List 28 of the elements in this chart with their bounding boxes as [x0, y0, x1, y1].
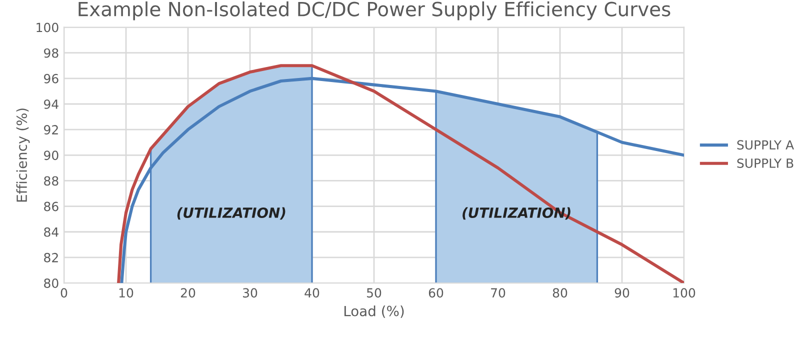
y-tick-label: 80 — [44, 278, 58, 288]
y-axis-title: Efficiency (%) — [16, 108, 30, 202]
chart-title: Example Non-Isolated DC/DC Power Supply Efficiency Curves — [78, 1, 670, 20]
x-tick-label: 0 — [60, 288, 68, 298]
x-tick-label: 60 — [428, 288, 444, 298]
annotation: (UTILIZATION) — [177, 207, 286, 220]
x-tick-label: 50 — [367, 288, 382, 298]
y-tick-label: 90 — [44, 150, 58, 160]
x-tick-label: 40 — [304, 288, 320, 298]
y-tick-label: 84 — [44, 227, 58, 237]
y-tick-label: 82 — [44, 252, 58, 262]
y-tick-label: 100 — [36, 22, 58, 32]
x-tick-label: 10 — [119, 288, 134, 298]
y-tick-label: 98 — [44, 48, 58, 58]
x-tick-label: 30 — [243, 288, 258, 298]
x-tick-label: 100 — [673, 288, 696, 298]
y-tick-label: 92 — [44, 125, 58, 135]
y-tick-label: 96 — [44, 74, 58, 84]
legend-label: SUPPLY A — [737, 140, 794, 150]
x-tick-label: 70 — [491, 288, 506, 298]
x-tick-label: 80 — [552, 288, 568, 298]
x-tick-label: 90 — [614, 288, 630, 298]
y-tick-label: 88 — [44, 176, 58, 186]
x-tick-label: 20 — [180, 288, 196, 298]
x-axis-title: Load (%) — [344, 306, 404, 318]
y-tick-label: 94 — [44, 99, 58, 109]
y-tick-label: 86 — [44, 202, 58, 212]
legend-label: SUPPLY B — [737, 158, 794, 168]
